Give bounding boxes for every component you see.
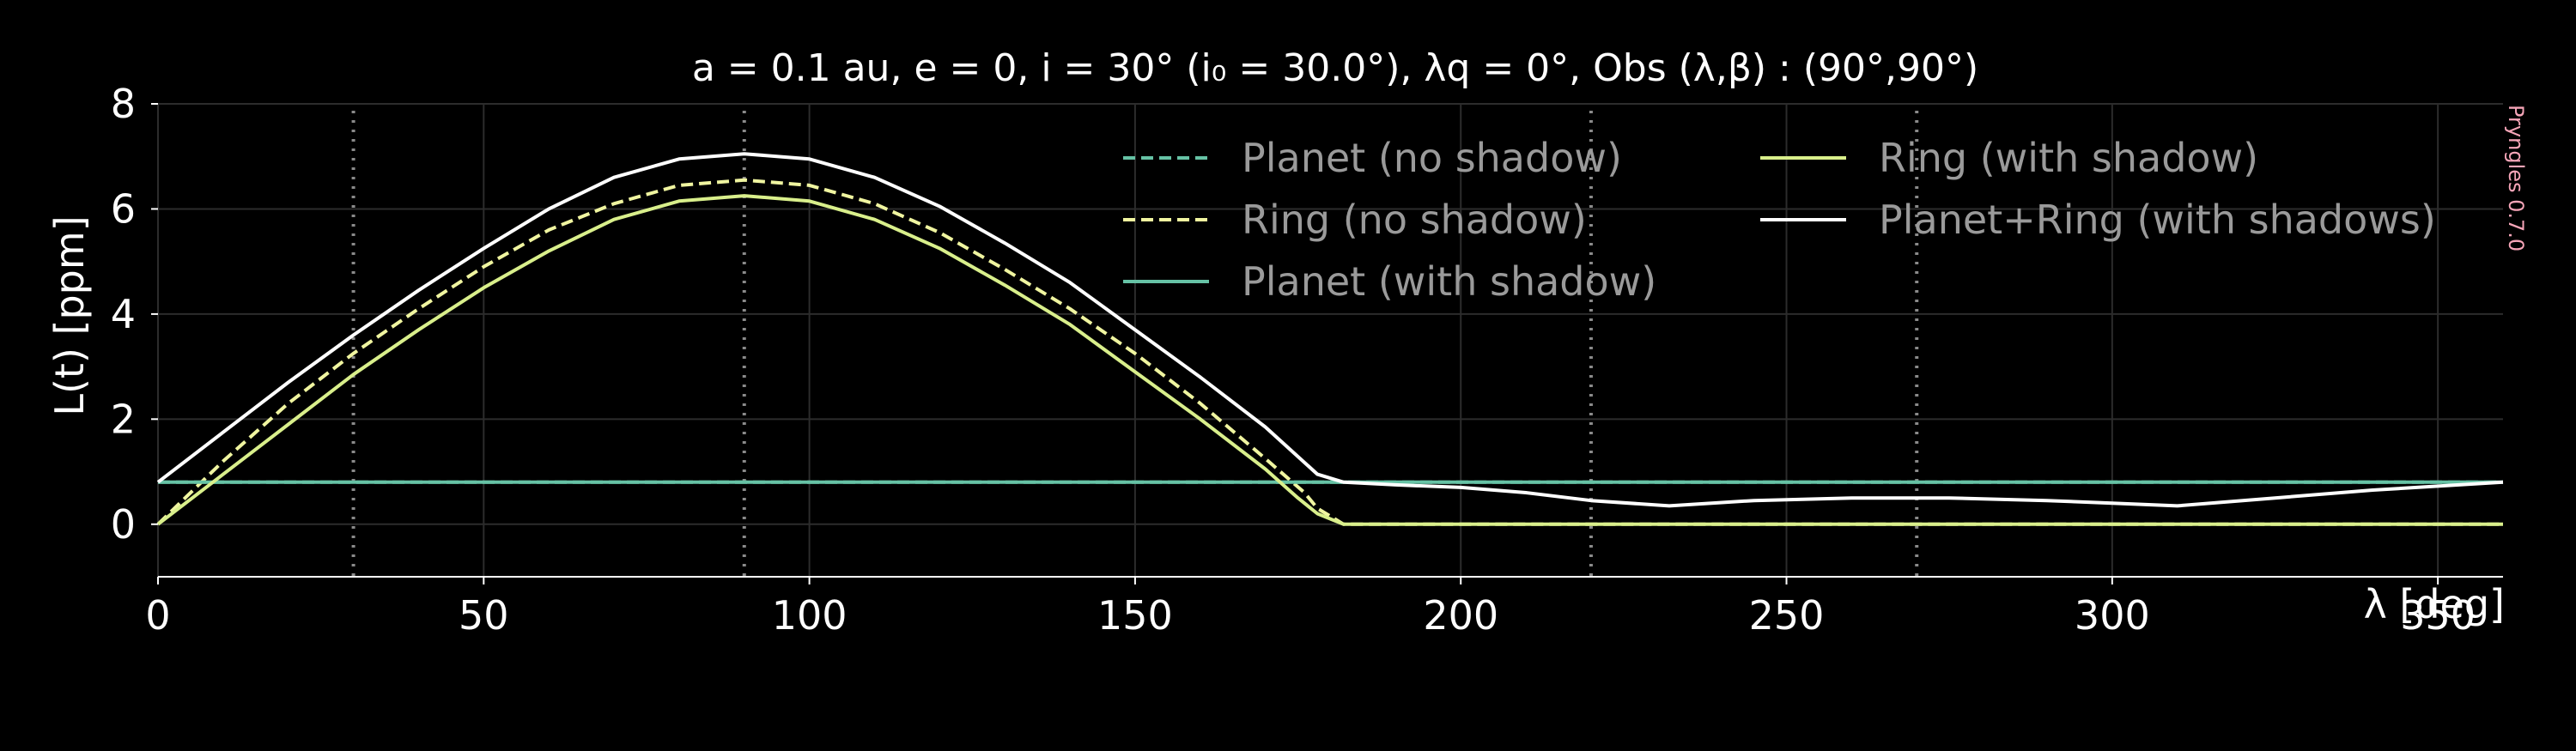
x-tick-label: 300 (2075, 592, 2150, 639)
title-obs: Obs (λ,β) : (90°,90°) (1593, 46, 1978, 90)
x-tick-label: 250 (1749, 592, 1825, 639)
x-tick-label: 350 (2400, 592, 2476, 639)
watermark: Pryngles 0.7.0 (2504, 105, 2528, 251)
legend-label: Ring (no shadow) (1242, 197, 1587, 243)
series-line (156, 178, 2503, 526)
title-e: e = 0 (914, 46, 1017, 90)
x-tick-label: 100 (772, 592, 848, 639)
y-tick-label: 4 (111, 291, 136, 337)
series-group (156, 152, 2504, 526)
legend-label: Planet (with shadow) (1242, 258, 1656, 305)
y-tick-label: 2 (111, 396, 136, 442)
title-lambda-q: λq = 0° (1424, 46, 1569, 90)
y-tick-label: 8 (111, 81, 136, 127)
chart-title: a = 0.1 au, e = 0, i = 30° (i₀ = 30.0°),… (692, 46, 1978, 90)
legend-label: Planet+Ring (with shadows) (1879, 197, 2436, 243)
ticks: 0 50 100 150 200 250 300 350 0 2 4 6 8 (111, 81, 2476, 639)
series-line (156, 152, 2504, 508)
title-i: i = 30° (i₀ = 30.0°) (1041, 46, 1400, 90)
x-tick-label: 150 (1097, 592, 1173, 639)
y-tick-label: 6 (111, 185, 136, 232)
x-tick-label: 0 (145, 592, 170, 639)
y-axis-label: L(t) [ppm] (46, 215, 93, 415)
x-axis-label: λ [deg] (2364, 581, 2505, 627)
legend-label: Ring (with shadow) (1879, 135, 2258, 181)
x-tick-label: 200 (1423, 592, 1498, 639)
legend: Planet (no shadow) Ring (no shadow) Planet… (1123, 135, 2436, 305)
title-a: a = 0.1 au (692, 46, 890, 90)
legend-label: Planet (no shadow) (1242, 135, 1622, 181)
series-line (156, 194, 2503, 526)
y-tick-label: 0 (111, 501, 136, 548)
x-tick-label: 50 (459, 592, 509, 639)
